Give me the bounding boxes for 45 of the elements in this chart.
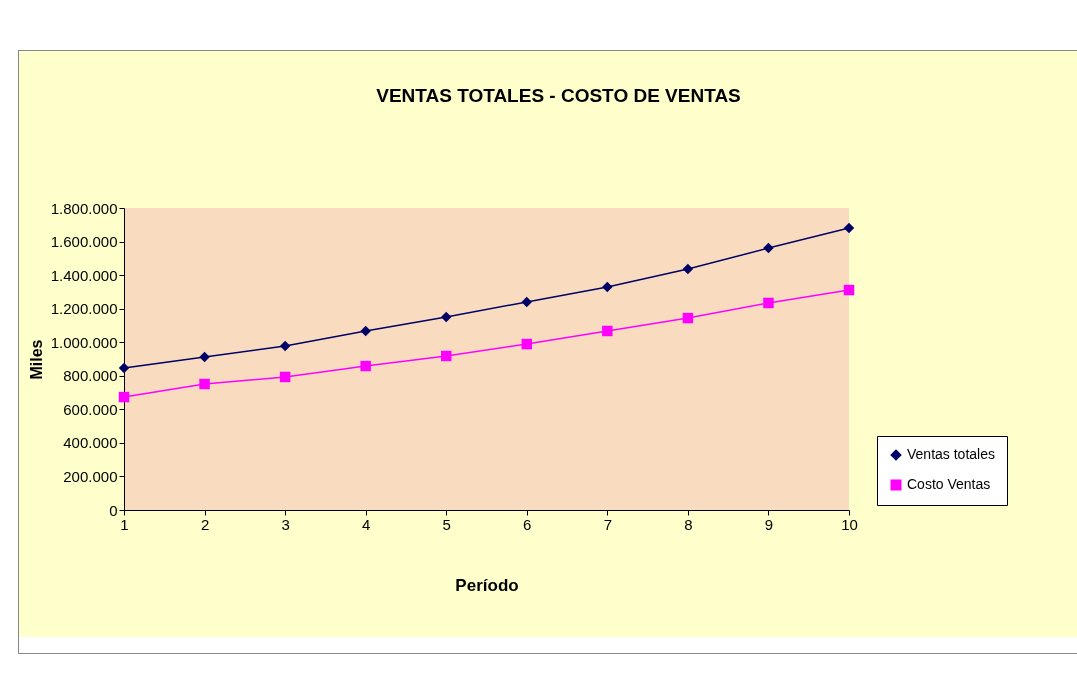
point	[602, 325, 613, 337]
y-tick-label: 1.200.000	[50, 300, 118, 318]
y-tick-label: 400.000	[63, 434, 118, 452]
legend-label: Costo Ventas	[907, 476, 991, 492]
point	[763, 297, 774, 309]
point	[682, 312, 694, 324]
point	[118, 391, 130, 403]
point	[199, 351, 210, 363]
point	[843, 284, 855, 296]
y-tick-label: 1.600.000	[50, 233, 118, 251]
legend-label: Ventas totales	[907, 446, 995, 462]
y-tick-label: 0	[109, 501, 118, 519]
point	[279, 371, 291, 383]
x-tick-label: 8	[684, 515, 693, 533]
x-tick-label: 6	[523, 515, 532, 533]
x-tick-label: 4	[361, 515, 371, 533]
x-tick-label: 10	[841, 515, 858, 533]
y-tick-label: 1.000.000	[50, 333, 118, 351]
y-tick-label: 1.400.000	[50, 266, 118, 284]
chart-title: VENTAS TOTALES - COSTO DE VENTAS	[376, 85, 741, 106]
y-axis-title: Miles	[27, 339, 45, 380]
point	[682, 263, 694, 275]
point	[521, 296, 533, 308]
x-tick-label: 5	[442, 515, 451, 533]
point	[602, 281, 613, 293]
point	[440, 311, 452, 323]
x-tick-label: 7	[603, 515, 613, 533]
y-tick-label: 800.000	[63, 367, 118, 385]
y-tick-label: 200.000	[63, 467, 118, 485]
point	[360, 325, 371, 337]
point	[763, 242, 774, 254]
point	[118, 362, 130, 374]
point	[843, 222, 855, 234]
x-tick-label: 1	[120, 515, 129, 533]
point	[199, 378, 210, 390]
point	[521, 338, 533, 350]
x-tick-label: 9	[764, 515, 774, 533]
point	[360, 360, 371, 372]
y-tick-label: 600.000	[63, 400, 118, 418]
x-tick-label: 2	[200, 515, 210, 533]
x-tick-label: 3	[281, 515, 290, 533]
x-axis-title: Período	[455, 575, 519, 595]
point	[279, 340, 291, 352]
point	[440, 350, 452, 362]
y-tick-label: 1.800.000	[50, 199, 118, 217]
